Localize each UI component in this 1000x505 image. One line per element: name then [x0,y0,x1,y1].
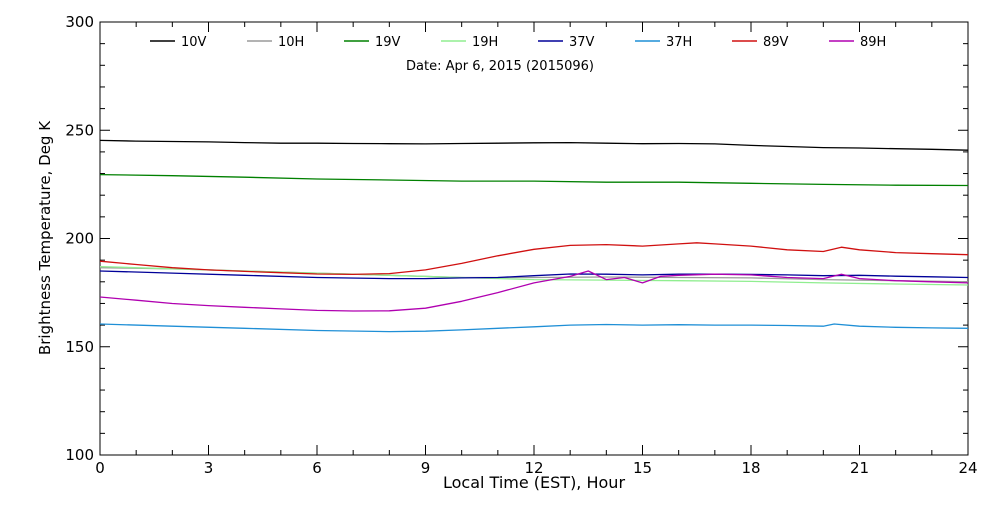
y-tick-label: 250 [65,121,94,139]
x-tick-label: 21 [850,459,869,477]
series-layer [99,139,969,333]
x-tick-label: 24 [958,459,977,477]
x-tick-label: 9 [421,459,431,477]
x-tick-label: 12 [524,459,543,477]
legend-label-10v: 10V [181,35,207,50]
x-tick-label: 18 [741,459,760,477]
legend-label-89v: 89V [763,35,789,50]
legend-label-89h: 89H [860,35,886,50]
x-tick-label: 0 [95,459,105,477]
axes-layer: 0 3 6 9 12 15 18 21 24 100 150 200 250 300 [65,13,977,477]
legend-label-19h: 19H [472,35,498,50]
plot-frame [99,21,969,456]
series-line-89h [99,270,969,312]
x-tick-label: 6 [312,459,322,477]
legend-label-37h: 37H [666,35,692,50]
x-tick-label: 15 [633,459,652,477]
series-line-37h [99,323,969,333]
chart-subtitle: Date: Apr 6, 2015 (2015096) [406,59,594,74]
y-axis-label: Brightness Temperature, Deg K [36,120,54,355]
series-line-89v [99,242,969,276]
y-tick-label: 150 [65,338,94,356]
x-axis-label: Local Time (EST), Hour [443,473,625,492]
y-tick-label: 100 [65,446,94,464]
legend: 10V 10H 19V 19H 37V 37H 89V 89H [150,35,886,50]
y-tick-label: 300 [65,13,94,31]
legend-label-10h: 10H [278,35,304,50]
series-line-19v [99,173,969,187]
legend-label-19v: 19V [375,35,401,50]
series-line-10v [99,139,969,151]
y-tick-label: 200 [65,230,94,248]
legend-label-37v: 37V [569,35,595,50]
x-tick-label: 3 [204,459,214,477]
